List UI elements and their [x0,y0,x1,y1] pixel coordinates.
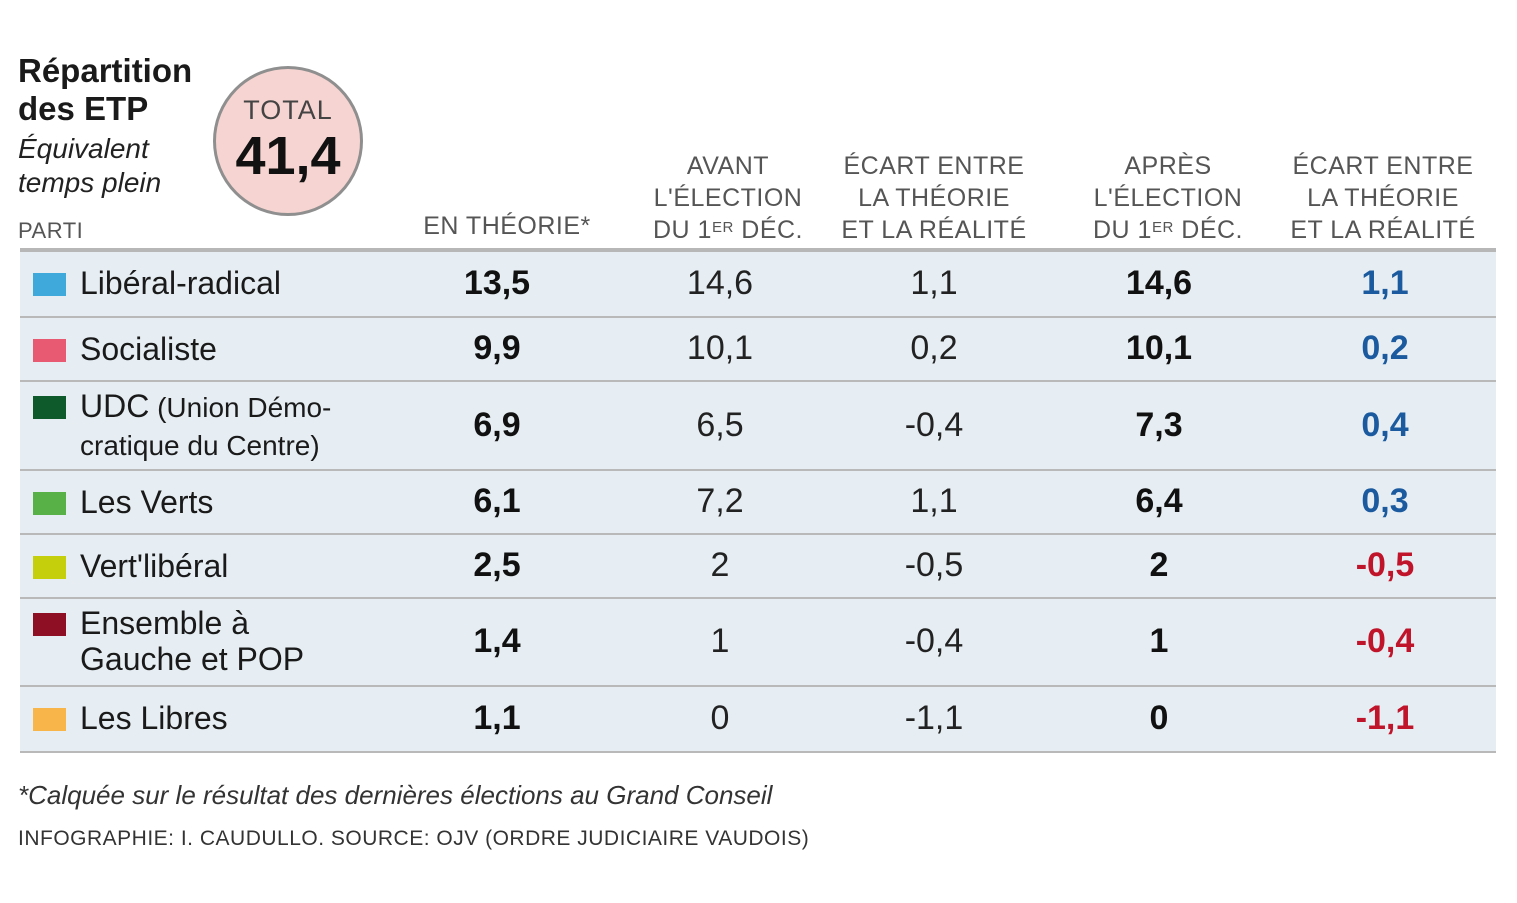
party-color-swatch [33,396,66,419]
cell-ecart-avant: 0,2 [910,329,958,367]
party-color-swatch [33,273,66,296]
column-header-ecart-apres: ÉCART ENTRE LA THÉORIE ET LA RÉALITÉ [1290,152,1476,244]
table-row: UDC (Union Démo-cratique du Centre) 6,9 6,… [20,382,1496,471]
party-name: Les Libres [80,700,228,736]
cell-theorie: 13,5 [463,264,531,302]
cell-ecart-avant: -0,5 [904,546,964,584]
party-name: Ensemble à Gauche et POP [80,605,305,677]
footnote: *Calquée sur le résultat des dernières é… [18,780,773,810]
column-header-apres: APRÈS L'ÉLECTION DU 1ER DÉC. [1093,152,1243,244]
cell-theorie: 6,1 [473,482,521,520]
cell-avant: 7,2 [696,482,744,520]
cell-ecart-avant: 1,1 [910,264,958,302]
cell-theorie: 1,1 [473,699,521,737]
cell-ecart-apres: -0,5 [1355,546,1415,584]
cell-apres: 0 [1149,699,1169,737]
table-row: Les Verts 6,1 7,2 1,1 6,4 0,3 [20,471,1496,535]
column-header-theorie: EN THÉORIE* [423,212,591,240]
party-color-swatch [33,613,66,636]
total-value: 41,4 [235,126,341,186]
table-row: Socialiste 9,9 10,1 0,2 10,1 0,2 [20,318,1496,382]
cell-avant: 1 [710,622,730,660]
cell-ecart-avant: -0,4 [904,406,964,444]
party-color-swatch [33,339,66,362]
cell-theorie: 2,5 [473,546,521,584]
total-label: TOTAL [243,95,333,125]
party-color-swatch [33,492,66,515]
cell-theorie: 9,9 [473,329,521,367]
column-header-ecart-avant: ÉCART ENTRE LA THÉORIE ET LA RÉALITÉ [841,152,1027,244]
party-name: Libéral-radical [80,265,281,301]
cell-avant: 0 [710,699,730,737]
column-header-parti: PARTI [18,218,84,243]
total-badge: TOTAL 41,4 [213,66,363,216]
table-row: Libéral-radical 13,5 14,6 1,1 14,6 1,1 [20,252,1496,318]
cell-theorie: 6,9 [473,406,521,444]
cell-avant: 6,5 [696,406,744,444]
cell-ecart-avant: 1,1 [910,482,958,520]
table-row: Ensemble à Gauche et POP 1,4 1 -0,4 1 -0,4 [20,599,1496,687]
cell-apres: 1 [1149,622,1169,660]
cell-ecart-apres: 0,3 [1361,482,1409,520]
party-name: Socialiste [80,331,217,367]
cell-ecart-apres: 0,4 [1361,406,1409,444]
table-row: Les Libres 1,1 0 -1,1 0 -1,1 [20,687,1496,753]
cell-ecart-avant: -1,1 [904,699,964,737]
party-name: Les Verts [80,484,214,520]
cell-ecart-apres: 1,1 [1361,264,1409,302]
cell-apres: 6,4 [1135,482,1183,520]
chart-subtitle: Équivalent temps plein [18,133,162,198]
cell-ecart-avant: -0,4 [904,622,964,660]
cell-apres: 7,3 [1135,406,1183,444]
cell-apres: 10,1 [1125,329,1193,367]
cell-ecart-apres: -0,4 [1355,622,1415,660]
cell-avant: 2 [710,546,730,584]
column-header-avant: AVANT L'ÉLECTION DU 1ER DÉC. [653,152,803,244]
credit-line: INFOGRAPHIE: I. CAUDULLO. SOURCE: OJV (O… [18,827,810,850]
cell-theorie: 1,4 [473,622,521,660]
cell-ecart-apres: 0,2 [1361,329,1409,367]
chart-title: Répartition des ETP [18,52,193,127]
cell-avant: 14,6 [686,264,754,302]
cell-ecart-apres: -1,1 [1355,699,1415,737]
cell-apres: 14,6 [1125,264,1193,302]
cell-avant: 10,1 [686,329,754,367]
party-color-swatch [33,556,66,579]
table-row: Vert'libéral 2,5 2 -0,5 2 -0,5 [20,535,1496,599]
party-name: UDC (Union Démo-cratique du Centre) [80,388,332,461]
party-color-swatch [33,708,66,731]
party-name: Vert'libéral [80,548,229,584]
cell-apres: 2 [1149,546,1169,584]
header-rule [20,248,1496,252]
